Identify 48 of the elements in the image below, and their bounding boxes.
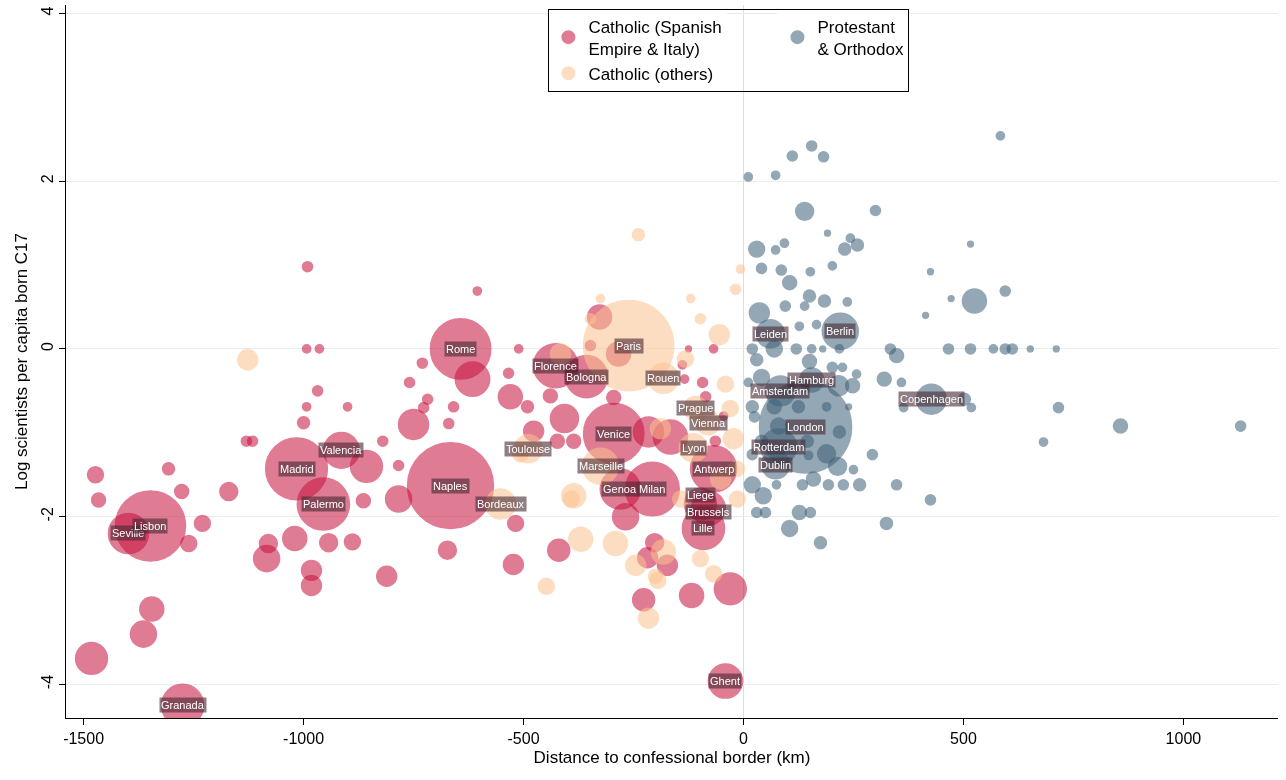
- legend-label: Protestant & Orthodox: [817, 17, 904, 59]
- annotation: Copenhagen: [900, 393, 964, 405]
- annotation: Marseille: [579, 460, 624, 472]
- legend-label: Catholic (others): [588, 64, 714, 84]
- y-tick-label: 2: [38, 174, 56, 184]
- x-tick-label: -1000: [283, 730, 325, 748]
- annotation: Granada: [161, 699, 205, 711]
- annotation: Rotterdam: [753, 441, 805, 453]
- annotation: Lyon: [682, 442, 706, 454]
- x-tick-label: 1000: [1165, 730, 1202, 748]
- annotation: Dublin: [760, 459, 792, 471]
- annotation: London: [787, 421, 824, 433]
- annotation: Liege: [687, 489, 714, 501]
- annotation: Valencia: [320, 444, 363, 456]
- annotation: Amsterdam: [752, 385, 809, 397]
- annotation: Lille: [693, 522, 713, 534]
- legend-label: Catholic (Spanish Empire & Italy): [588, 17, 722, 59]
- annotation: Rome: [446, 343, 476, 355]
- x-tick-label: -1500: [63, 730, 105, 748]
- y-tick-label: 4: [38, 6, 56, 16]
- annotation: Madrid: [280, 463, 314, 475]
- annotation: Venice: [597, 428, 631, 440]
- annotation: Bologna: [566, 371, 608, 383]
- x-tick-label: 0: [739, 730, 749, 748]
- x-tick-label: -500: [507, 730, 540, 748]
- annotation: Vienna: [691, 417, 726, 429]
- annotation: Genoa: [603, 483, 637, 495]
- annotation: Toulouse: [506, 443, 551, 455]
- x-axis-title: Distance to confessional border (km): [533, 747, 811, 767]
- x-tick-label: 500: [950, 730, 977, 748]
- annotation: Naples: [433, 480, 468, 492]
- y-tick-label: -2: [38, 507, 56, 522]
- annotation: Hamburg: [789, 374, 835, 386]
- annotation: Florence: [534, 360, 577, 372]
- annotation: Prague: [678, 402, 714, 414]
- annotation: Leiden: [754, 328, 788, 340]
- annotation: Rouen: [647, 372, 680, 384]
- annotation: Antwerp: [694, 463, 735, 475]
- annotation: Ghent: [710, 675, 740, 687]
- annotation: Milan: [639, 483, 666, 495]
- annotation: Berlin: [826, 325, 855, 337]
- annotation: Bordeaux: [477, 498, 525, 510]
- annotation: Palermo: [303, 498, 344, 510]
- y-axis-title: Log scientists per capita born C17: [12, 232, 32, 491]
- y-tick-label: 0: [38, 341, 56, 351]
- y-tick-label: -4: [38, 674, 56, 690]
- annotation: Paris: [616, 340, 642, 352]
- annotation: Brussels: [687, 506, 730, 518]
